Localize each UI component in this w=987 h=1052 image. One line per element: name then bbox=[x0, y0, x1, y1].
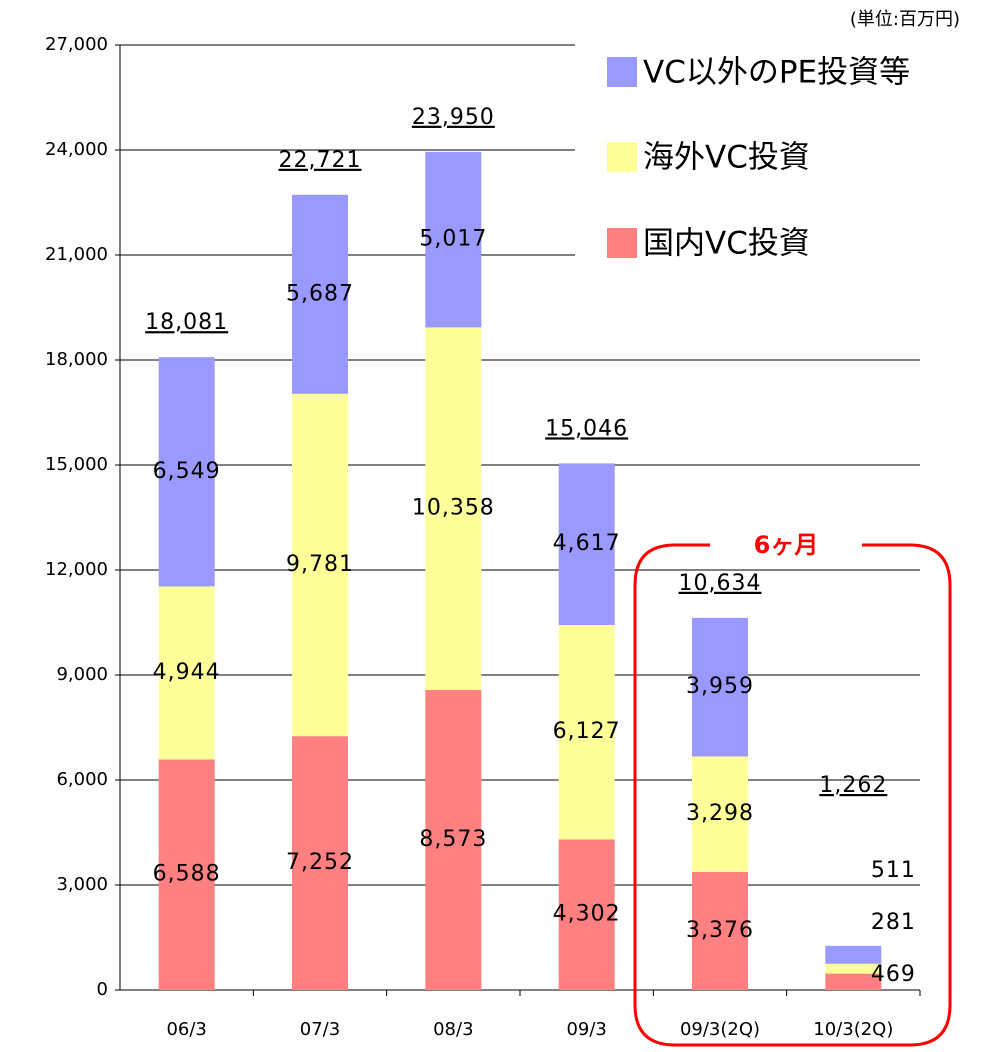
total-label: 1,262 bbox=[819, 773, 887, 798]
y-tick-label: 27,000 bbox=[45, 34, 108, 55]
x-tick-label: 09/3 bbox=[566, 1019, 606, 1040]
total-label: 15,046 bbox=[545, 416, 628, 441]
period-box bbox=[633, 543, 952, 1047]
legend-label: 海外VC投資 bbox=[643, 140, 810, 176]
value-label: 4,617 bbox=[553, 531, 621, 556]
y-tick-label: 9,000 bbox=[56, 664, 108, 685]
bar-segment bbox=[425, 689, 482, 990]
bar-segment bbox=[558, 839, 615, 990]
bar-segment bbox=[292, 194, 348, 394]
value-label: 4,944 bbox=[153, 660, 221, 685]
legend-swatch bbox=[607, 57, 637, 87]
bar-segment bbox=[825, 963, 882, 974]
y-tick-label: 15,000 bbox=[45, 454, 108, 475]
x-tick-label: 10/3(2Q) bbox=[813, 1019, 893, 1040]
y-tick-label: 12,000 bbox=[45, 559, 108, 580]
total-label: 10,634 bbox=[679, 571, 762, 596]
bar-segment bbox=[558, 624, 615, 840]
bar-segment bbox=[425, 327, 482, 690]
x-tick-label: 09/3(2Q) bbox=[680, 1019, 760, 1040]
value-label: 8,573 bbox=[419, 827, 487, 852]
value-label: 10,358 bbox=[412, 496, 495, 521]
value-label: 6,588 bbox=[153, 862, 221, 887]
total-label: 23,950 bbox=[412, 105, 495, 130]
value-label: 9,781 bbox=[286, 552, 354, 577]
value-label: 6,127 bbox=[553, 719, 621, 744]
bar-segment bbox=[692, 871, 748, 990]
value-label: 3,298 bbox=[686, 801, 754, 826]
value-label: 7,252 bbox=[286, 850, 354, 875]
total-label: 18,081 bbox=[145, 310, 228, 335]
value-label: 281 bbox=[871, 910, 916, 935]
y-tick-label: 0 bbox=[97, 979, 108, 1000]
value-label: 5,687 bbox=[286, 281, 354, 306]
value-label: 6,549 bbox=[153, 459, 221, 484]
y-tick-label: 21,000 bbox=[45, 244, 108, 265]
value-label: 4,302 bbox=[553, 902, 621, 927]
bar-segment bbox=[825, 973, 882, 990]
bar-segment bbox=[825, 945, 882, 964]
legend-label: 国内VC投資 bbox=[643, 226, 810, 262]
bar-segment bbox=[158, 759, 215, 990]
y-tick-label: 18,000 bbox=[45, 349, 108, 370]
legend-swatch bbox=[607, 228, 637, 258]
legend-background bbox=[575, 40, 975, 280]
value-label: 3,376 bbox=[686, 918, 754, 943]
value-label: 469 bbox=[871, 962, 916, 987]
value-label: 5,017 bbox=[419, 227, 487, 252]
value-label: 3,959 bbox=[686, 674, 754, 699]
bar-segment bbox=[692, 756, 748, 872]
bar-segment bbox=[158, 357, 215, 587]
legend-swatch bbox=[607, 142, 637, 172]
x-tick-label: 07/3 bbox=[300, 1019, 340, 1040]
period-annotation: 6ヶ月 bbox=[754, 531, 819, 559]
bar-segment bbox=[292, 393, 348, 737]
y-tick-label: 6,000 bbox=[56, 769, 108, 790]
bar-segment bbox=[158, 586, 215, 760]
value-label: 511 bbox=[871, 858, 916, 883]
y-tick-label: 3,000 bbox=[56, 874, 108, 895]
x-tick-label: 08/3 bbox=[433, 1019, 473, 1040]
bar-segment bbox=[692, 617, 748, 757]
bar-segment bbox=[425, 151, 482, 328]
x-tick-label: 06/3 bbox=[166, 1019, 206, 1040]
unit-note: (単位:百万円) bbox=[850, 9, 960, 30]
y-tick-label: 24,000 bbox=[45, 139, 108, 160]
bar-segment bbox=[558, 463, 615, 625]
total-label: 22,721 bbox=[279, 148, 362, 173]
bar-segment bbox=[292, 736, 348, 990]
legend-label: VC以外のPE投資等 bbox=[643, 55, 910, 91]
